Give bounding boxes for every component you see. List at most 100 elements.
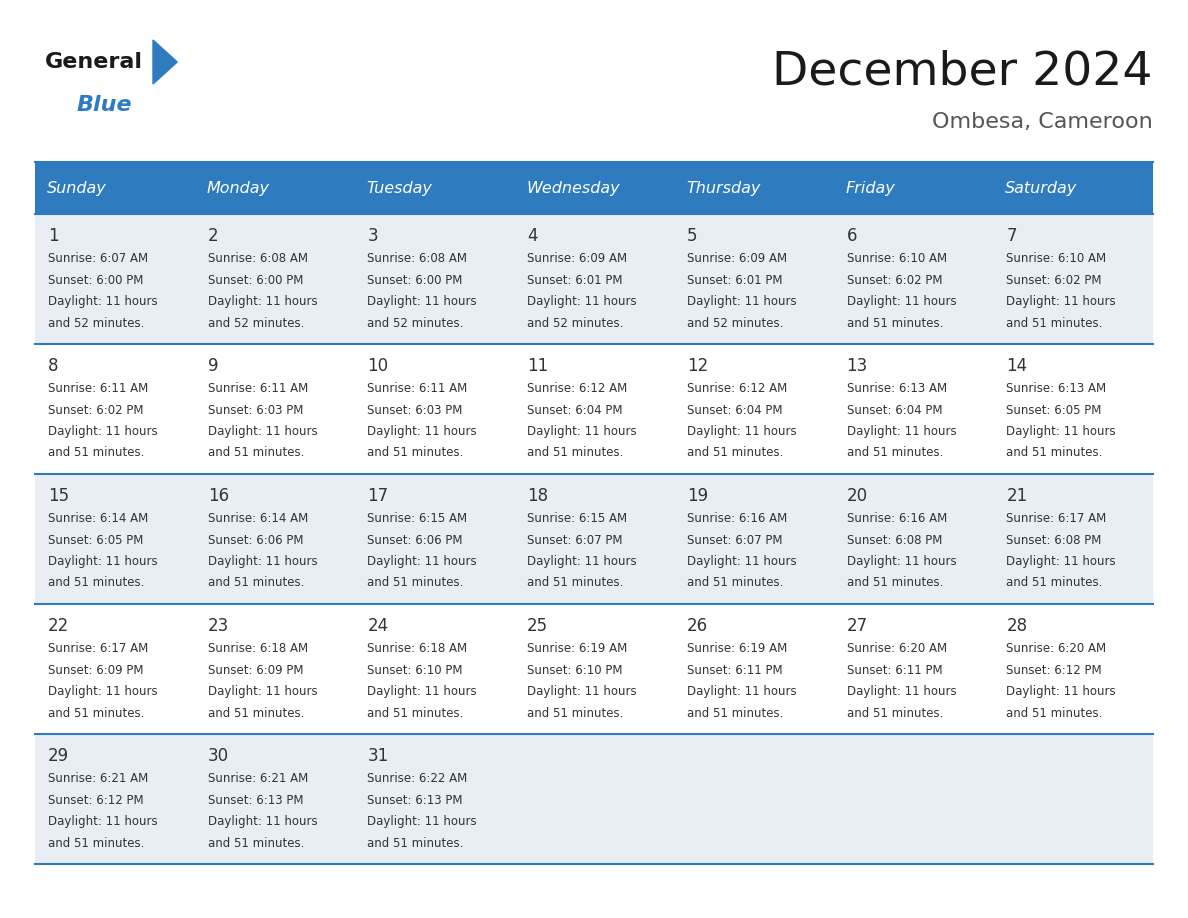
Text: and 51 minutes.: and 51 minutes.: [48, 577, 145, 589]
Bar: [674, 734, 834, 864]
Bar: [354, 604, 514, 734]
Text: Sunrise: 6:19 AM: Sunrise: 6:19 AM: [687, 642, 788, 655]
Bar: [514, 344, 674, 474]
Text: 19: 19: [687, 487, 708, 505]
Text: Sunrise: 6:08 AM: Sunrise: 6:08 AM: [367, 252, 467, 265]
Bar: [674, 474, 834, 604]
Text: Sunrise: 6:07 AM: Sunrise: 6:07 AM: [48, 252, 148, 265]
Text: Sunrise: 6:17 AM: Sunrise: 6:17 AM: [48, 642, 148, 655]
Text: Sunset: 6:04 PM: Sunset: 6:04 PM: [847, 404, 942, 417]
Text: 11: 11: [527, 357, 549, 375]
Text: Sunset: 6:12 PM: Sunset: 6:12 PM: [48, 793, 144, 807]
Text: Sunset: 6:03 PM: Sunset: 6:03 PM: [208, 404, 303, 417]
Text: and 52 minutes.: and 52 minutes.: [48, 317, 145, 330]
Text: 3: 3: [367, 227, 378, 245]
Text: Monday: Monday: [207, 181, 270, 196]
Text: Sunrise: 6:15 AM: Sunrise: 6:15 AM: [527, 512, 627, 525]
Bar: [674, 214, 834, 344]
Bar: [514, 474, 674, 604]
Text: Sunset: 6:09 PM: Sunset: 6:09 PM: [208, 664, 303, 677]
Bar: [195, 734, 354, 864]
Text: 6: 6: [847, 227, 857, 245]
Text: Sunrise: 6:14 AM: Sunrise: 6:14 AM: [208, 512, 308, 525]
Text: Sunset: 6:10 PM: Sunset: 6:10 PM: [367, 664, 463, 677]
Bar: [674, 162, 834, 214]
Text: and 51 minutes.: and 51 minutes.: [527, 577, 624, 589]
Text: 20: 20: [847, 487, 867, 505]
Text: Sunrise: 6:09 AM: Sunrise: 6:09 AM: [687, 252, 786, 265]
Bar: [354, 474, 514, 604]
Bar: [993, 474, 1154, 604]
Bar: [834, 344, 993, 474]
Text: Sunset: 6:00 PM: Sunset: 6:00 PM: [367, 274, 463, 286]
Text: Daylight: 11 hours: Daylight: 11 hours: [1006, 425, 1116, 438]
Text: Ombesa, Cameroon: Ombesa, Cameroon: [933, 112, 1154, 132]
Text: and 51 minutes.: and 51 minutes.: [687, 577, 783, 589]
Text: and 51 minutes.: and 51 minutes.: [847, 707, 943, 720]
Bar: [834, 214, 993, 344]
Text: Sunrise: 6:16 AM: Sunrise: 6:16 AM: [687, 512, 788, 525]
Bar: [34, 734, 195, 864]
Bar: [34, 162, 195, 214]
Bar: [674, 344, 834, 474]
Text: Daylight: 11 hours: Daylight: 11 hours: [847, 295, 956, 308]
Text: Daylight: 11 hours: Daylight: 11 hours: [208, 295, 317, 308]
Text: Sunset: 6:06 PM: Sunset: 6:06 PM: [208, 533, 303, 546]
Text: Sunset: 6:08 PM: Sunset: 6:08 PM: [847, 533, 942, 546]
Text: Sunset: 6:06 PM: Sunset: 6:06 PM: [367, 533, 463, 546]
Text: Daylight: 11 hours: Daylight: 11 hours: [1006, 685, 1116, 698]
Text: and 51 minutes.: and 51 minutes.: [48, 707, 145, 720]
Text: 8: 8: [48, 357, 58, 375]
Text: Daylight: 11 hours: Daylight: 11 hours: [847, 425, 956, 438]
Polygon shape: [153, 40, 177, 84]
Bar: [34, 344, 195, 474]
Text: Sunrise: 6:12 AM: Sunrise: 6:12 AM: [687, 382, 788, 395]
Text: Sunset: 6:00 PM: Sunset: 6:00 PM: [208, 274, 303, 286]
Text: 9: 9: [208, 357, 219, 375]
Text: 16: 16: [208, 487, 229, 505]
Text: Sunrise: 6:18 AM: Sunrise: 6:18 AM: [208, 642, 308, 655]
Text: Daylight: 11 hours: Daylight: 11 hours: [527, 425, 637, 438]
Text: 5: 5: [687, 227, 697, 245]
Text: Daylight: 11 hours: Daylight: 11 hours: [208, 555, 317, 568]
Text: Daylight: 11 hours: Daylight: 11 hours: [48, 425, 158, 438]
Bar: [993, 604, 1154, 734]
Text: Sunset: 6:05 PM: Sunset: 6:05 PM: [48, 533, 144, 546]
Text: Sunset: 6:13 PM: Sunset: 6:13 PM: [367, 793, 463, 807]
Text: Sunrise: 6:18 AM: Sunrise: 6:18 AM: [367, 642, 468, 655]
Bar: [514, 162, 674, 214]
Text: Sunrise: 6:10 AM: Sunrise: 6:10 AM: [1006, 252, 1106, 265]
Text: Daylight: 11 hours: Daylight: 11 hours: [208, 425, 317, 438]
Bar: [834, 474, 993, 604]
Text: Daylight: 11 hours: Daylight: 11 hours: [527, 555, 637, 568]
Text: 14: 14: [1006, 357, 1028, 375]
Text: 25: 25: [527, 617, 549, 635]
Bar: [834, 162, 993, 214]
Bar: [195, 214, 354, 344]
Text: Sunrise: 6:21 AM: Sunrise: 6:21 AM: [48, 772, 148, 785]
Text: December 2024: December 2024: [772, 50, 1154, 95]
Text: Sunrise: 6:11 AM: Sunrise: 6:11 AM: [208, 382, 308, 395]
Bar: [195, 474, 354, 604]
Text: and 51 minutes.: and 51 minutes.: [847, 577, 943, 589]
Bar: [514, 734, 674, 864]
Text: Sunset: 6:04 PM: Sunset: 6:04 PM: [527, 404, 623, 417]
Text: and 51 minutes.: and 51 minutes.: [687, 446, 783, 460]
Text: Daylight: 11 hours: Daylight: 11 hours: [847, 555, 956, 568]
Bar: [993, 162, 1154, 214]
Text: 1: 1: [48, 227, 58, 245]
Text: Sunrise: 6:22 AM: Sunrise: 6:22 AM: [367, 772, 468, 785]
Text: and 51 minutes.: and 51 minutes.: [687, 707, 783, 720]
Bar: [195, 604, 354, 734]
Text: 4: 4: [527, 227, 538, 245]
Bar: [674, 604, 834, 734]
Bar: [993, 214, 1154, 344]
Text: 26: 26: [687, 617, 708, 635]
Text: Sunrise: 6:15 AM: Sunrise: 6:15 AM: [367, 512, 468, 525]
Text: 21: 21: [1006, 487, 1028, 505]
Text: and 51 minutes.: and 51 minutes.: [48, 446, 145, 460]
Text: and 52 minutes.: and 52 minutes.: [527, 317, 624, 330]
Bar: [354, 162, 514, 214]
Text: and 51 minutes.: and 51 minutes.: [367, 836, 463, 849]
Bar: [834, 734, 993, 864]
